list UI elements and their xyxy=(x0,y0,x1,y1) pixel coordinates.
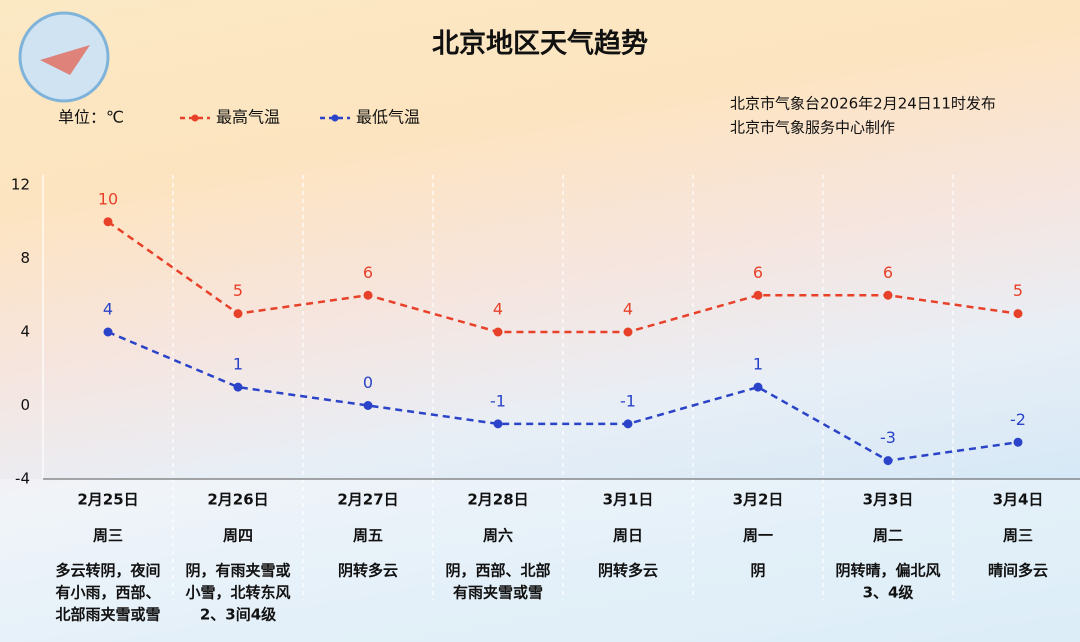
series-line xyxy=(107,330,1019,462)
value-label: -1 xyxy=(620,391,636,410)
weather-text: 阴，西部、北部 xyxy=(445,562,550,580)
data-point xyxy=(1013,437,1023,447)
x-tick-label: 3月4日 xyxy=(993,491,1044,509)
data-point xyxy=(233,309,243,319)
y-tick-label: 0 xyxy=(20,396,30,414)
value-label: 6 xyxy=(883,263,893,282)
value-label: 4 xyxy=(493,300,503,319)
weekday-label: 周一 xyxy=(743,527,773,545)
value-label: 1 xyxy=(753,355,763,374)
legend-label: 最低气温 xyxy=(356,108,420,127)
value-label: 6 xyxy=(753,263,763,282)
data-point xyxy=(883,456,893,466)
legend-dot xyxy=(191,114,199,122)
weekday-label: 周六 xyxy=(483,527,513,545)
x-tick-label: 2月27日 xyxy=(337,491,398,509)
weather-text: 北部雨夹雪或雪 xyxy=(55,606,160,624)
weather-text: 阴转多云 xyxy=(338,562,398,580)
weekday-label: 周日 xyxy=(613,527,643,545)
series-line xyxy=(107,220,1019,334)
value-label: -2 xyxy=(1010,410,1026,429)
weather-text: 3、4级 xyxy=(863,584,915,602)
data-point xyxy=(363,401,373,410)
data-point xyxy=(623,419,633,429)
value-label: -3 xyxy=(880,428,896,447)
data-point xyxy=(103,327,113,337)
weather-text: 有雨夹雪或雪 xyxy=(453,584,543,602)
y-tick-label: 12 xyxy=(11,176,30,194)
weekday-label: 周四 xyxy=(223,527,253,545)
x-tick-label: 3月1日 xyxy=(603,491,654,509)
data-point xyxy=(493,327,503,337)
source-line: 北京市气象台2026年2月24日11时发布 xyxy=(730,95,996,113)
weather-text: 阴 xyxy=(750,562,765,580)
x-tick-label: 2月28日 xyxy=(467,491,528,509)
weather-text: 多云转阴，夜间 xyxy=(55,562,160,580)
weather-text: 阴转晴，偏北风 xyxy=(835,562,940,580)
legend-dot xyxy=(331,114,339,122)
weather-text: 晴间多云 xyxy=(988,562,1048,580)
data-point xyxy=(233,382,243,392)
weather-text: 小雪，北转东风 xyxy=(185,584,290,602)
value-label: 10 xyxy=(98,189,118,208)
logo-mark xyxy=(40,45,90,75)
data-point xyxy=(1013,309,1023,319)
weather-text: 2、3间4级 xyxy=(200,606,277,624)
weekday-label: 周三 xyxy=(93,527,123,545)
value-label: 0 xyxy=(363,373,373,392)
source-line: 北京市气象服务中心制作 xyxy=(730,119,895,137)
y-tick-label: 8 xyxy=(20,249,30,267)
weather-text: 阴，有雨夹雪或 xyxy=(185,562,290,580)
value-label: 5 xyxy=(233,281,243,300)
label-band xyxy=(0,479,1080,642)
weather-text: 阴转多云 xyxy=(598,562,658,580)
x-tick-label: 2月26日 xyxy=(207,491,268,509)
weekday-label: 周五 xyxy=(353,527,383,545)
x-tick-label: 3月3日 xyxy=(863,491,914,509)
value-label: 6 xyxy=(363,263,373,282)
weekday-label: 周二 xyxy=(873,527,903,545)
y-tick-label: -4 xyxy=(15,470,30,488)
data-point xyxy=(883,290,893,300)
x-tick-label: 3月2日 xyxy=(733,491,784,509)
legend-label: 最高气温 xyxy=(216,108,280,127)
weekday-label: 周三 xyxy=(1003,527,1033,545)
data-point xyxy=(753,290,763,300)
value-label: 1 xyxy=(233,355,243,374)
data-point xyxy=(103,217,113,227)
y-tick-label: 4 xyxy=(20,323,30,341)
chart-title: 北京地区天气趋势 xyxy=(432,28,648,60)
data-point xyxy=(363,290,373,300)
value-label: 5 xyxy=(1013,281,1023,300)
data-point xyxy=(753,382,763,392)
value-label: 4 xyxy=(623,300,633,319)
data-point xyxy=(493,419,503,429)
weather-text: 有小雨，西部、 xyxy=(55,584,160,602)
value-label: 4 xyxy=(103,300,113,319)
data-point xyxy=(623,327,633,337)
unit-label: 单位：℃ xyxy=(58,108,124,127)
value-label: -1 xyxy=(490,391,506,410)
x-tick-label: 2月25日 xyxy=(77,491,138,509)
